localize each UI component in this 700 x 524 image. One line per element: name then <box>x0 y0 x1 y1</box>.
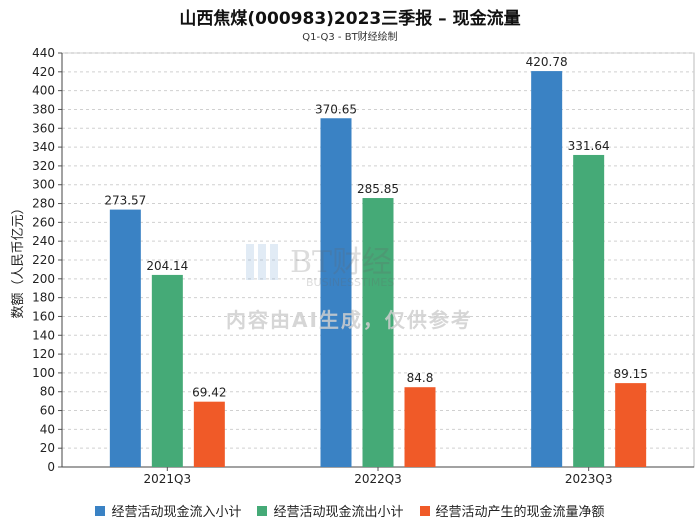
bar-value-label: 204.14 <box>146 259 188 273</box>
bar <box>531 71 563 467</box>
chart-legend: 经营活动现金流入小计 经营活动现金流出小计 经营活动产生的现金流量净额 <box>0 501 700 520</box>
bar <box>151 274 183 467</box>
legend-swatch <box>419 505 430 516</box>
bar-value-label: 420.78 <box>526 55 568 69</box>
legend-swatch <box>95 505 106 516</box>
x-tick-label: 2021Q3 <box>144 472 192 486</box>
x-tick-label: 2023Q3 <box>565 472 613 486</box>
y-tick-label: 380 <box>32 102 55 116</box>
legend-swatch <box>257 505 268 516</box>
y-tick-label: 80 <box>40 385 55 399</box>
bt-logo-watermark: BT财经 BUSINESSTIMES <box>246 244 394 288</box>
y-tick-label: 420 <box>32 65 55 79</box>
bar-value-label: 89.15 <box>613 367 647 381</box>
y-tick-label: 160 <box>32 309 55 323</box>
y-tick-label: 280 <box>32 197 55 211</box>
bar <box>573 154 605 467</box>
legend-label: 经营活动现金流入小计 <box>111 505 242 520</box>
y-tick-label: 220 <box>32 253 55 267</box>
bar <box>615 383 647 467</box>
legend-item: 经营活动产生的现金流量净额 <box>419 501 605 520</box>
x-tick-label: 2022Q3 <box>354 472 402 486</box>
y-tick-label: 20 <box>40 441 55 455</box>
legend-item: 经营活动现金流入小计 <box>95 501 241 520</box>
y-tick-label: 360 <box>32 121 55 135</box>
y-tick-label: 200 <box>32 272 55 286</box>
y-tick-label: 300 <box>32 178 55 192</box>
y-tick-label: 100 <box>32 366 55 380</box>
y-axis-label: 数额（人民币亿元） <box>11 201 26 318</box>
bar <box>362 198 394 467</box>
y-tick-label: 320 <box>32 159 55 173</box>
y-tick-label: 180 <box>32 291 55 305</box>
bar <box>320 118 352 467</box>
bar <box>193 401 225 467</box>
bar <box>404 387 436 467</box>
y-tick-label: 140 <box>32 328 55 342</box>
y-tick-label: 0 <box>47 460 55 474</box>
chart-title: 山西焦煤(000983)2023三季报 – 现金流量 <box>179 9 521 29</box>
y-tick-label: 400 <box>32 84 55 98</box>
y-tick-label: 340 <box>32 140 55 154</box>
y-tick-label: 440 <box>32 46 55 60</box>
bar-value-label: 331.64 <box>568 139 610 153</box>
watermark-logo-sub: BUSINESSTIMES <box>306 276 394 288</box>
bar-value-label: 285.85 <box>357 182 399 196</box>
bar-value-label: 370.65 <box>315 102 357 116</box>
chart-subtitle: Q1-Q3 - BT财经绘制 <box>302 32 398 43</box>
y-tick-label: 60 <box>40 404 55 418</box>
y-tick-label: 120 <box>32 347 55 361</box>
watermark-logo-text: BT财经 <box>290 245 392 280</box>
y-tick-label: 40 <box>40 422 55 436</box>
bar-value-label: 84.8 <box>407 371 434 385</box>
bar-value-label: 69.42 <box>192 386 226 400</box>
y-tick-label: 240 <box>32 234 55 248</box>
legend-item: 经营活动现金流出小计 <box>257 501 404 520</box>
y-tick-label: 260 <box>32 215 55 229</box>
legend-label: 经营活动产生的现金流量净额 <box>435 505 605 520</box>
legend-label: 经营活动现金流出小计 <box>273 505 404 520</box>
ai-notice-watermark: 内容由AI生成，仅供参考 <box>226 308 473 332</box>
bar-value-label: 273.57 <box>104 194 146 208</box>
bar <box>109 209 141 467</box>
